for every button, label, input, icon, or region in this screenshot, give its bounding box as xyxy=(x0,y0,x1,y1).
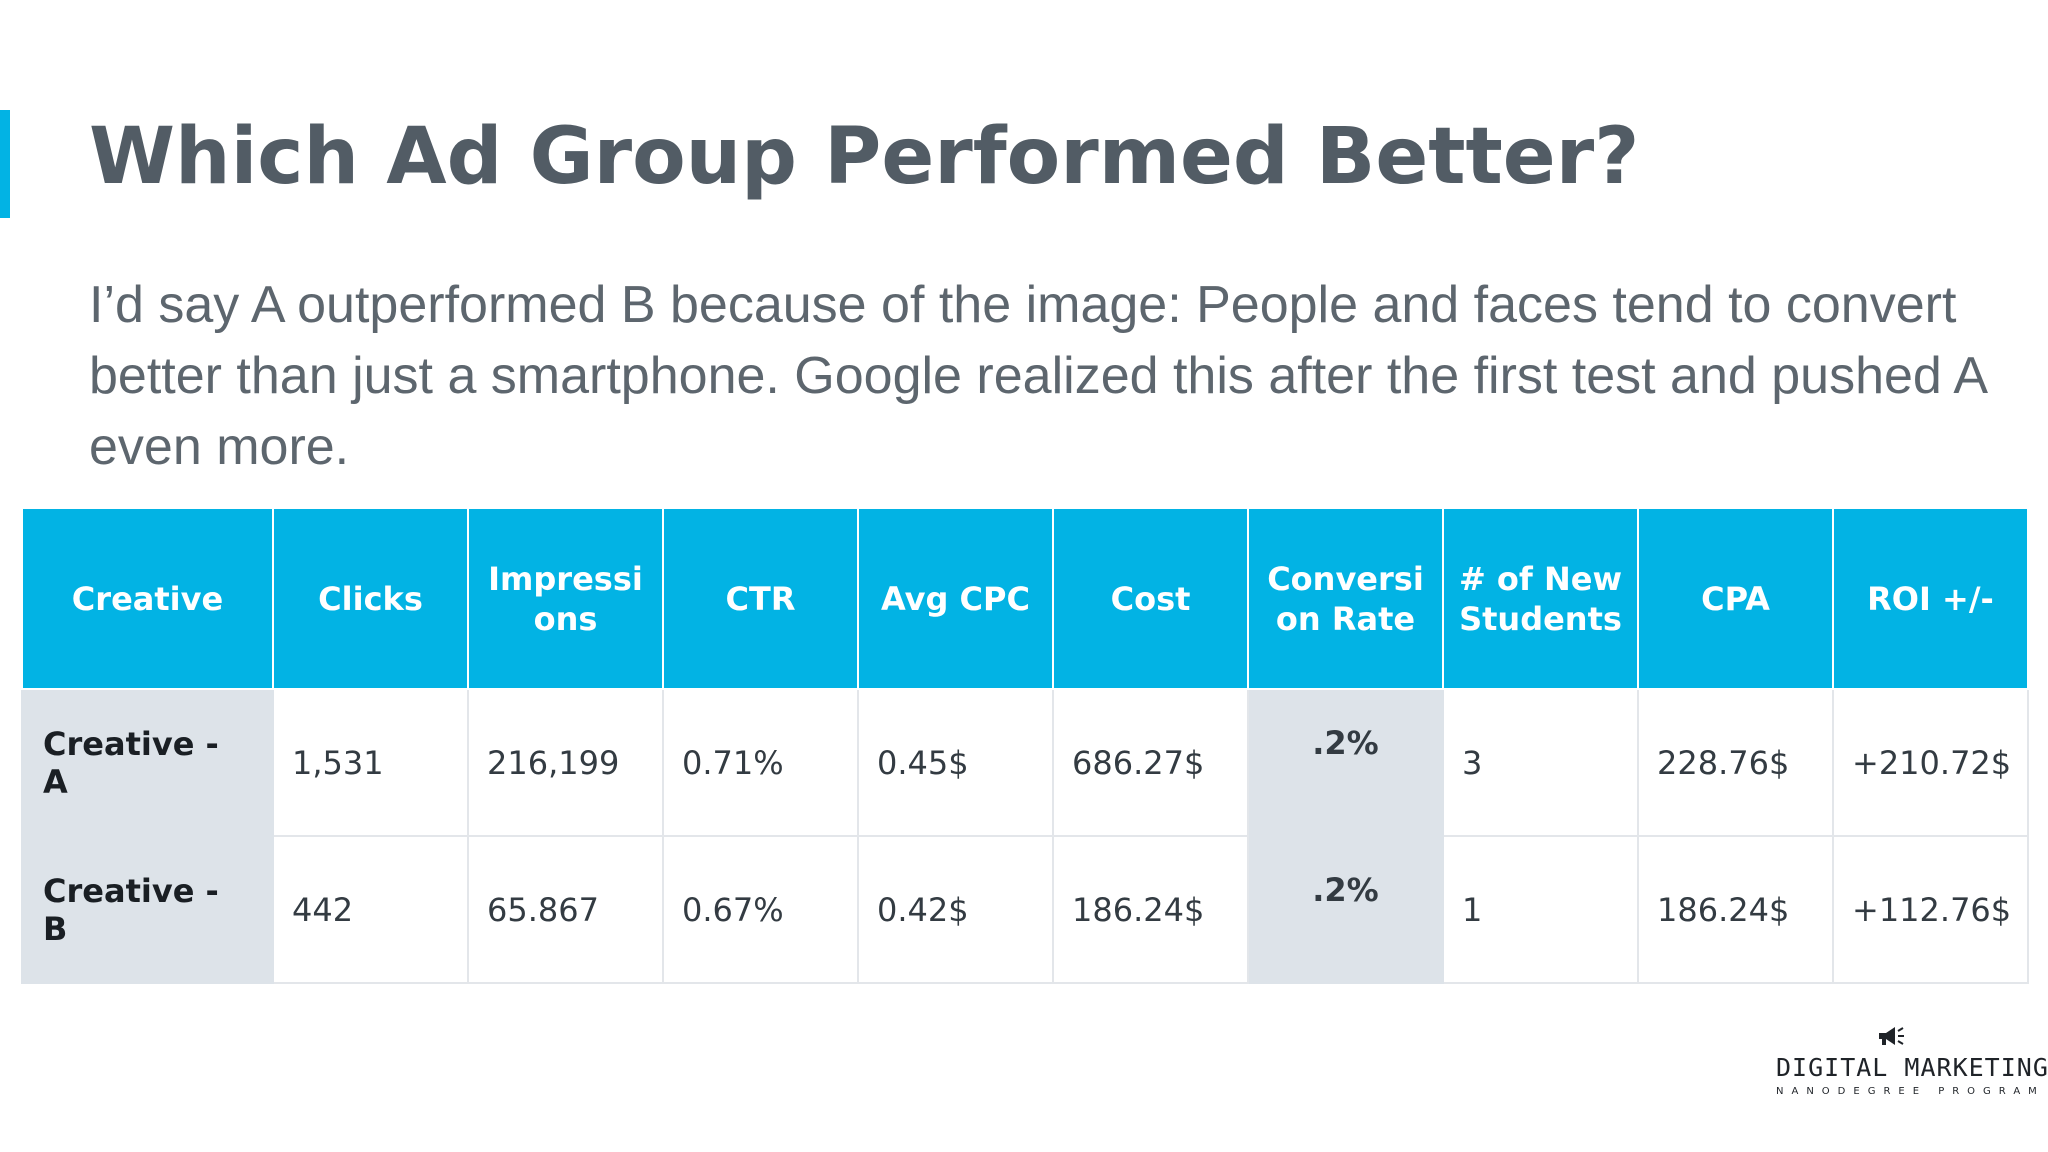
cell-roi: +210.72$ xyxy=(1832,688,2029,837)
header-ctr: CTR xyxy=(662,509,859,690)
header-avg-cpc: Avg CPC xyxy=(857,509,1054,690)
title-accent-bar xyxy=(0,110,10,218)
digital-marketing-logo: DIGITAL MARKETING NANODEGREE PROGRAM xyxy=(1776,1025,2048,1097)
header-conversion-rate: Conversi on Rate xyxy=(1247,509,1444,690)
header-cpa: CPA xyxy=(1637,509,1834,690)
cell-roi: +112.76$ xyxy=(1832,835,2029,984)
slide-body-text: I’d say A outperformed B because of the … xyxy=(89,276,1986,476)
cell-new-students: 3 xyxy=(1442,688,1639,837)
logo-brand-text: DIGITAL MARKETING xyxy=(1776,1053,2048,1082)
cell-new-students: 1 xyxy=(1442,835,1639,984)
cell-conversion-rate: .2% xyxy=(1247,835,1444,984)
cell-ctr: 0.67% xyxy=(662,835,859,984)
cell-impressions: 216,199 xyxy=(467,688,664,837)
cell-creative: Creative - A xyxy=(21,688,274,837)
megaphone-icon xyxy=(1879,1027,1904,1045)
cell-clicks: 442 xyxy=(272,835,469,984)
header-new-students: # of New Students xyxy=(1442,509,1639,690)
header-impressions: Impressi ons xyxy=(467,509,664,690)
slide-title: Which Ad Group Performed Better? xyxy=(89,112,1640,202)
header-clicks: Clicks xyxy=(272,509,469,690)
header-creative: Creative xyxy=(21,509,274,690)
cell-cost: 186.24$ xyxy=(1052,835,1249,984)
cell-avg-cpc: 0.42$ xyxy=(857,835,1054,984)
cell-cpa: 228.76$ xyxy=(1637,688,1834,837)
ad-group-results-table: Creative Clicks Impressi ons CTR Avg CPC… xyxy=(21,509,2029,984)
logo-program-text: NANODEGREE PROGRAM xyxy=(1776,1086,2045,1097)
cell-impressions: 65.867 xyxy=(467,835,664,984)
header-roi: ROI +/- xyxy=(1832,509,2029,690)
table-row: Creative - B 442 65.867 0.67% 0.42$ 186.… xyxy=(21,835,2029,984)
table-row: Creative - A 1,531 216,199 0.71% 0.45$ 6… xyxy=(21,688,2029,837)
cell-ctr: 0.71% xyxy=(662,688,859,837)
header-cost: Cost xyxy=(1052,509,1249,690)
cell-conversion-rate: .2% xyxy=(1247,688,1444,837)
cell-clicks: 1,531 xyxy=(272,688,469,837)
cell-cpa: 186.24$ xyxy=(1637,835,1834,984)
cell-avg-cpc: 0.45$ xyxy=(857,688,1054,837)
cell-cost: 686.27$ xyxy=(1052,688,1249,837)
cell-creative: Creative - B xyxy=(21,835,274,984)
table-header-row: Creative Clicks Impressi ons CTR Avg CPC… xyxy=(21,509,2029,690)
